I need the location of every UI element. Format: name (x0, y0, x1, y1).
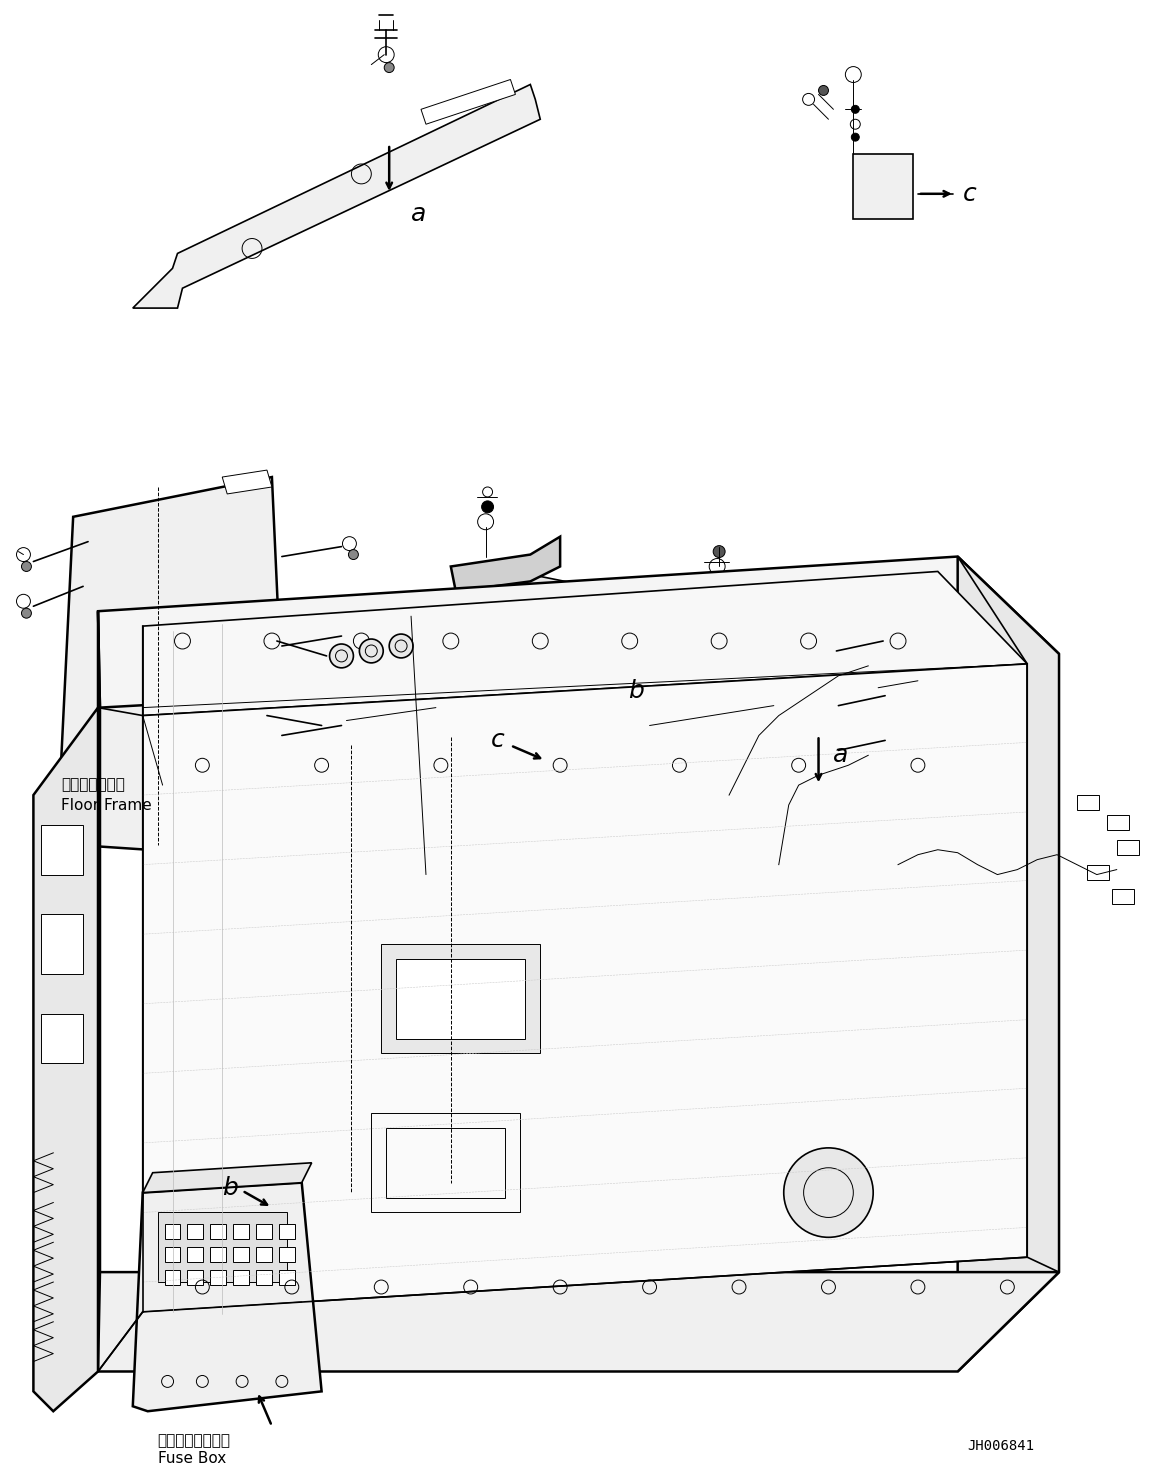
Polygon shape (451, 537, 561, 591)
Bar (397, 959, 526, 1038)
Polygon shape (347, 661, 436, 770)
Circle shape (359, 639, 384, 663)
Bar (187, 1248, 204, 1262)
Bar (233, 1248, 249, 1262)
Bar (187, 1270, 204, 1286)
Bar (256, 1270, 272, 1286)
Bar (165, 1248, 180, 1262)
Polygon shape (869, 607, 963, 686)
Polygon shape (58, 476, 287, 855)
Polygon shape (819, 607, 848, 795)
Circle shape (902, 680, 914, 692)
Polygon shape (34, 708, 98, 1412)
Text: a: a (411, 202, 427, 226)
Polygon shape (650, 666, 773, 764)
Bar (211, 1270, 227, 1286)
Circle shape (481, 501, 493, 513)
Polygon shape (322, 616, 541, 875)
Circle shape (887, 644, 899, 655)
Bar (1077, 795, 1099, 811)
Bar (386, 1127, 506, 1198)
Polygon shape (957, 557, 1059, 1372)
Polygon shape (98, 611, 100, 1372)
Bar (233, 1270, 249, 1286)
Circle shape (349, 550, 358, 560)
Polygon shape (98, 557, 1059, 708)
Polygon shape (659, 597, 769, 626)
Bar (279, 1248, 294, 1262)
Polygon shape (143, 1163, 312, 1193)
Text: フロアフレーム: フロアフレーム (62, 777, 126, 793)
Circle shape (889, 699, 901, 711)
Bar (279, 1270, 294, 1286)
Polygon shape (143, 572, 1027, 715)
Circle shape (851, 106, 859, 113)
Bar (256, 1248, 272, 1262)
Bar (233, 1224, 249, 1239)
Bar (256, 1224, 272, 1239)
Circle shape (415, 809, 427, 821)
Bar (42, 915, 83, 973)
Circle shape (349, 729, 358, 739)
Polygon shape (98, 1272, 1059, 1372)
Bar (754, 834, 773, 847)
Bar (854, 154, 913, 218)
Circle shape (819, 85, 828, 95)
Polygon shape (640, 607, 839, 661)
Text: c: c (491, 729, 505, 752)
Polygon shape (520, 597, 659, 834)
Circle shape (390, 635, 413, 658)
Circle shape (851, 133, 859, 141)
Text: a: a (834, 743, 849, 767)
Bar (211, 1248, 227, 1262)
Bar (42, 1013, 83, 1063)
Circle shape (784, 1148, 873, 1237)
Text: Fuse Box: Fuse Box (158, 1451, 226, 1466)
Circle shape (384, 63, 394, 72)
Circle shape (21, 608, 31, 619)
Text: b: b (222, 1176, 238, 1199)
Bar (42, 825, 83, 875)
Polygon shape (133, 85, 541, 308)
Bar (381, 944, 541, 1054)
Bar (187, 1224, 204, 1239)
Circle shape (349, 639, 358, 649)
Polygon shape (421, 79, 515, 125)
Polygon shape (133, 1183, 322, 1412)
Circle shape (713, 545, 725, 557)
Bar (279, 1224, 294, 1239)
Bar (165, 1224, 180, 1239)
Polygon shape (322, 576, 640, 655)
Bar (371, 1113, 520, 1212)
Text: b: b (628, 679, 643, 702)
Bar (165, 1270, 180, 1286)
Bar (1112, 890, 1134, 905)
Circle shape (254, 714, 265, 727)
Text: Floor Frame: Floor Frame (62, 798, 152, 812)
Circle shape (21, 561, 31, 572)
Text: JH006841: JH006841 (968, 1440, 1035, 1453)
Circle shape (329, 644, 354, 668)
Circle shape (889, 743, 901, 755)
Polygon shape (143, 664, 1027, 1312)
Bar (1087, 865, 1108, 880)
Bar (158, 1212, 287, 1283)
Bar (1116, 840, 1139, 855)
Bar (1107, 815, 1128, 830)
Text: フューズボックス: フューズボックス (158, 1434, 230, 1448)
Bar (741, 855, 761, 866)
Circle shape (263, 641, 274, 652)
Polygon shape (222, 471, 272, 494)
Polygon shape (640, 636, 834, 819)
Text: c: c (963, 182, 977, 205)
Bar (739, 815, 759, 827)
Bar (211, 1224, 227, 1239)
